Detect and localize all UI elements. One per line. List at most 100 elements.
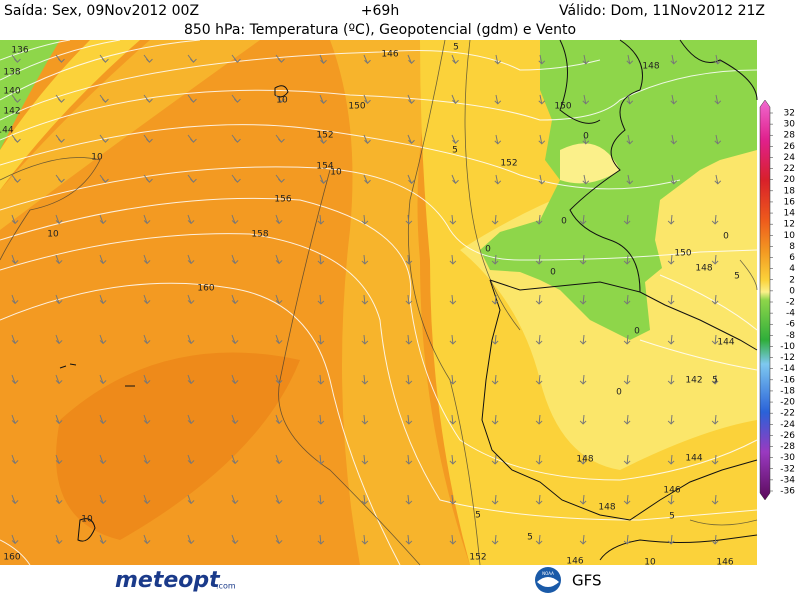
wind-arrow xyxy=(535,374,543,385)
model-name: GFS xyxy=(572,572,602,590)
wind-arrow xyxy=(494,134,502,145)
contour-label: 142 xyxy=(685,376,702,386)
contour-label: 5 xyxy=(475,511,481,521)
wind-arrow xyxy=(451,94,459,104)
warm-core xyxy=(56,352,300,540)
colorbar-label: 2 xyxy=(789,275,795,285)
wind-arrow xyxy=(361,294,369,305)
wind-arrow xyxy=(667,294,675,305)
wind-arrow xyxy=(319,134,327,144)
colorbar-label: 26 xyxy=(784,142,796,152)
wind-arrow xyxy=(55,334,63,345)
wind-arrow xyxy=(711,534,719,545)
contour-label: 150 xyxy=(554,102,571,112)
wind-arrow xyxy=(99,214,107,225)
wind-arrow xyxy=(711,414,719,425)
wind-arrow xyxy=(187,454,195,465)
wind-arrow xyxy=(317,414,325,425)
wind-arrow xyxy=(143,414,151,425)
wind-arrow xyxy=(494,94,502,105)
wind-arrow xyxy=(535,294,543,305)
wind-arrow xyxy=(143,254,151,265)
wind-arrow xyxy=(275,294,283,305)
contour-label: 138 xyxy=(3,68,20,78)
wind-arrow xyxy=(667,414,675,425)
map-field: 136 138 140 142 144 146 5 148 150 150 10 152 0 5 152 10… xyxy=(0,39,758,568)
run-time: Saída: Sex, 09Nov2012 00Z xyxy=(4,3,199,19)
noaa-bird xyxy=(537,577,559,587)
contour-label: 150 xyxy=(348,102,365,112)
wind-arrow xyxy=(623,494,631,505)
wind-arrow xyxy=(667,454,675,465)
wind-arrow xyxy=(143,54,153,63)
wind-arrow xyxy=(670,134,678,145)
contour-label: 142 xyxy=(3,107,20,117)
wind-arrow xyxy=(187,94,197,103)
noaa-text: NOAA xyxy=(542,571,554,576)
wind-arrow xyxy=(667,374,675,385)
wind-arrow xyxy=(405,494,413,505)
contour-label: 148 xyxy=(576,455,593,465)
colorbar-label: -30 xyxy=(780,453,795,463)
green-field xyxy=(480,40,757,340)
header: Saída: Sex, 09Nov2012 00Z +69h Válido: D… xyxy=(4,3,765,38)
wind-arrow xyxy=(623,374,631,385)
wind-arrow xyxy=(231,414,239,425)
colorbar-label: 0 xyxy=(789,286,795,296)
contour-label: 152 xyxy=(316,131,333,141)
wind-arrow xyxy=(535,494,543,505)
wind-arrow xyxy=(579,534,587,545)
wind-arrow xyxy=(99,374,107,385)
wind-arrow xyxy=(187,214,195,225)
wind-arrow xyxy=(449,454,457,465)
wind-arrow xyxy=(405,334,413,345)
wind-arrow xyxy=(11,494,19,505)
colorbar-label: -16 xyxy=(780,375,795,385)
colorbar-label: -14 xyxy=(780,364,795,374)
wind-arrow xyxy=(623,214,631,225)
wind-arrow xyxy=(449,214,457,225)
wind-arrow xyxy=(405,374,413,385)
wind-arrow xyxy=(99,254,107,265)
wind-arrow xyxy=(579,494,587,505)
wind-arrow xyxy=(187,174,197,183)
wind-arrow xyxy=(11,54,21,63)
colorbar-label: -20 xyxy=(780,398,795,408)
wind-arrow xyxy=(711,374,719,385)
contour-label: 5 xyxy=(527,533,533,543)
wind-arrow xyxy=(143,294,151,305)
wind-arrow xyxy=(99,494,107,505)
wind-arrow xyxy=(363,54,371,64)
temperature-contours xyxy=(0,39,758,566)
wind-arrow xyxy=(623,254,631,265)
wind-arrow xyxy=(626,94,634,105)
wind-arrow xyxy=(667,214,675,225)
wind-arrow xyxy=(449,294,457,305)
wind-arrow xyxy=(11,214,19,225)
wind-arrow xyxy=(491,254,499,265)
wind-arrow xyxy=(55,254,63,265)
colorbar-label: -22 xyxy=(780,409,795,419)
wind-arrow xyxy=(535,454,543,465)
wind-arrow xyxy=(711,494,719,505)
wind-arrow xyxy=(317,214,325,225)
wind-arrow xyxy=(231,214,239,225)
wind-arrow xyxy=(363,174,371,184)
wind-arrow xyxy=(449,334,457,345)
wind-arrow xyxy=(275,534,283,545)
wind-arrow xyxy=(535,214,543,225)
wind-arrow xyxy=(626,174,634,185)
wind-arrow xyxy=(711,334,719,345)
wind-arrow xyxy=(626,54,634,65)
wind-arrow xyxy=(582,54,590,65)
wind-arrow xyxy=(187,414,195,425)
wind-arrow xyxy=(187,494,195,505)
wind-arrow xyxy=(275,54,285,63)
colorbar-label: 32 xyxy=(784,109,795,119)
wind-arrow xyxy=(11,174,21,183)
wind-arrow xyxy=(11,534,19,545)
wind-arrow xyxy=(582,134,590,145)
wind-arrow xyxy=(623,294,631,305)
wind-arrow xyxy=(626,134,634,145)
